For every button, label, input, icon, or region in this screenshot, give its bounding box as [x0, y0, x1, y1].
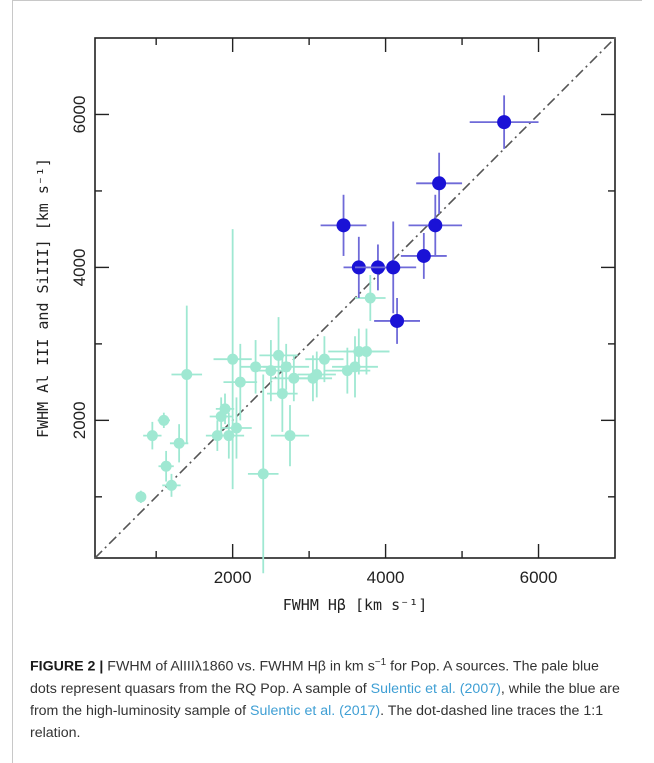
- point-marker: [280, 361, 292, 373]
- point-marker: [230, 422, 242, 434]
- point-marker: [223, 430, 235, 442]
- caption-ref-sulentic-2017-a[interactable]: Sulentic: [250, 702, 301, 719]
- caption-text-3: The pale blue dots represent quasars fro…: [30, 658, 599, 697]
- pale-point: [221, 397, 252, 459]
- pale-point: [223, 343, 258, 421]
- blue-point: [408, 194, 463, 256]
- point-marker: [265, 365, 277, 377]
- caption-ref-sulentic-2007-b[interactable]: et al. (2007): [425, 680, 501, 697]
- x-tick-label: 2000: [214, 568, 252, 587]
- point-marker: [257, 468, 269, 480]
- pale-point: [270, 405, 310, 467]
- pale-point: [162, 473, 181, 497]
- pale-point: [215, 393, 235, 425]
- pale-point: [355, 275, 386, 321]
- pale-point: [343, 328, 390, 375]
- y-tick-label: 2000: [70, 401, 89, 439]
- point-marker: [311, 368, 323, 380]
- point-marker: [349, 361, 361, 373]
- point-marker: [250, 361, 262, 373]
- point-marker: [432, 176, 447, 191]
- x-axis-title: FWHM Hβ [km s⁻¹]: [283, 596, 428, 614]
- pale-point: [143, 421, 162, 450]
- point-marker: [416, 248, 431, 263]
- caption-superscript: −1: [374, 657, 387, 668]
- data-points: [135, 95, 539, 574]
- point-marker: [428, 218, 443, 233]
- caption-text-2: for Pop. A sources.: [386, 658, 510, 675]
- point-marker: [227, 353, 239, 365]
- point-marker: [165, 479, 177, 491]
- x-tick-label: 4000: [367, 568, 405, 587]
- caption-text-4: , while the blue are from the high-lumin…: [30, 680, 620, 719]
- point-marker: [390, 313, 405, 328]
- point-marker: [284, 430, 296, 442]
- point-marker: [146, 430, 158, 442]
- y-axis-title: FWHM Al III and SiIII] [km s⁻¹]: [34, 158, 52, 438]
- point-marker: [181, 368, 193, 380]
- pale-point: [213, 229, 252, 490]
- caption-text-5: . The dot-dashed line traces the 1:1 rel…: [30, 702, 604, 741]
- point-marker: [135, 491, 147, 503]
- point-marker: [158, 414, 170, 426]
- y-tick-label: 4000: [70, 248, 89, 286]
- blue-point: [416, 152, 463, 214]
- pale-point: [169, 424, 189, 463]
- point-marker: [360, 346, 372, 358]
- pale-point: [259, 317, 298, 394]
- point-marker: [273, 349, 285, 361]
- blue-point: [469, 95, 539, 149]
- point-marker: [276, 388, 288, 400]
- caption-ref-sulentic-2007-a[interactable]: Sulentic: [370, 680, 422, 697]
- pale-point: [157, 412, 170, 428]
- y-tick-label: 6000: [70, 96, 89, 134]
- panel-frame-top: [12, 0, 642, 1]
- point-marker: [219, 403, 231, 415]
- caption-text-1: FWHM of AlIIIλ1860 vs. FWHM Hβ in km s: [103, 658, 375, 675]
- pale-point: [332, 336, 378, 398]
- caption-figure-label: FIGURE 2 |: [30, 658, 104, 675]
- pale-point: [247, 374, 279, 574]
- point-marker: [173, 437, 185, 449]
- point-marker: [234, 376, 246, 388]
- panel-frame-left: [12, 0, 13, 763]
- point-marker: [160, 460, 172, 472]
- point-marker: [497, 115, 512, 130]
- pale-point: [263, 343, 310, 390]
- pale-point: [213, 412, 245, 459]
- point-marker: [318, 353, 330, 365]
- pale-point: [171, 305, 203, 444]
- tick-labels: 2000 4000 6000 2000 4000 6000: [70, 96, 557, 587]
- plot-frame: [94, 37, 616, 559]
- x-tick-label: 6000: [520, 568, 558, 587]
- axis-ticks: [95, 38, 615, 558]
- blue-point: [370, 221, 417, 314]
- point-marker: [364, 292, 376, 304]
- scatter-chart: 2000 4000 6000 2000 4000 6000 FWHM Hβ [km s⁻¹…: [34, 37, 616, 614]
- pale-point: [135, 490, 147, 503]
- point-marker: [386, 260, 401, 275]
- figure-caption: FIGURE 2 | FWHM of AlIIIλ1860 vs. FWHM H…: [30, 652, 620, 744]
- pale-point: [240, 340, 271, 394]
- blue-point: [374, 298, 420, 344]
- point-marker: [336, 218, 351, 233]
- pale-point: [158, 450, 174, 482]
- blue-point: [400, 233, 447, 279]
- caption-ref-sulentic-2017-b[interactable]: et al. (2017): [304, 702, 381, 719]
- pale-point: [305, 336, 344, 383]
- blue-point: [320, 194, 367, 256]
